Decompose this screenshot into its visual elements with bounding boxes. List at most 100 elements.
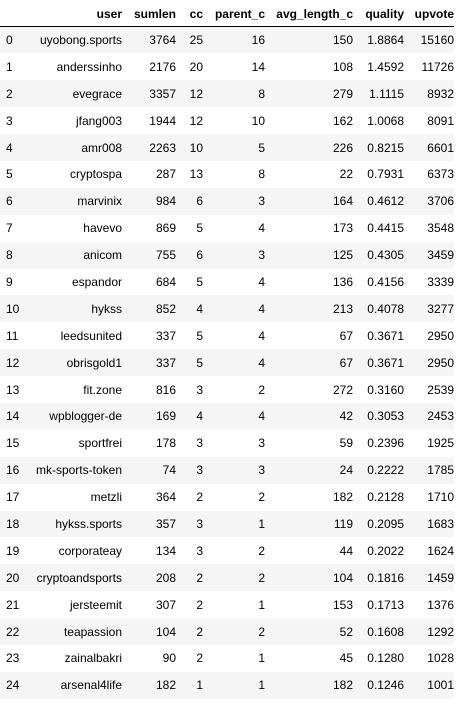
cell-upvote: 2950 xyxy=(427,355,454,370)
cell-upvote: 6373 xyxy=(427,167,454,182)
row-index: 24 xyxy=(6,678,20,693)
cell-quality: 1.1115 xyxy=(369,86,404,101)
row-index: 18 xyxy=(6,516,20,531)
cell-cc: 1 xyxy=(196,678,203,693)
cell-sumlen: 182 xyxy=(155,678,176,693)
cell-sumlen: 74 xyxy=(162,463,176,478)
cell-upvote: 11726 xyxy=(421,59,454,74)
cell-quality: 0.4078 xyxy=(367,301,404,316)
cell-parent-c: 2 xyxy=(258,543,265,558)
cell-user: hykss.sports xyxy=(55,516,122,531)
cell-upvote: 3548 xyxy=(427,221,454,236)
cell-cc: 3 xyxy=(196,543,203,558)
cell-upvote: 6601 xyxy=(427,140,454,155)
cell-upvote: 15160 xyxy=(420,33,454,48)
cell-user: mk-sports-token xyxy=(35,463,122,478)
table-row: 17 metzli 364 2 2 182 0.2128 1710 xyxy=(0,483,454,511)
cell-avg-length-c: 119 xyxy=(333,516,353,531)
table-row: 6 marvinix 984 6 3 164 0.4612 3706 xyxy=(0,187,454,215)
cell-cc: 4 xyxy=(196,409,203,424)
table-row: 12 obrisgold1 337 5 4 67 0.3671 2950 xyxy=(0,349,454,377)
cell-avg-length-c: 59 xyxy=(339,436,353,451)
cell-parent-c: 10 xyxy=(251,113,265,128)
cell-cc: 2 xyxy=(196,570,203,585)
cell-user: sportfrei xyxy=(78,436,122,451)
cell-avg-length-c: 44 xyxy=(339,543,353,558)
table-row: 9 espandor 684 5 4 136 0.4156 3339 xyxy=(0,268,454,296)
cell-sumlen: 337 xyxy=(155,355,176,370)
row-index: 22 xyxy=(6,624,20,639)
table-row: 8 anicom 755 6 3 125 0.4305 3459 xyxy=(0,241,454,269)
header-row: user sumlen cc parent_c avg_length_c qua… xyxy=(0,2,454,27)
cell-upvote: 1710 xyxy=(427,490,454,505)
cell-user: leedsunited xyxy=(60,328,122,343)
cell-parent-c: 2 xyxy=(258,570,265,585)
cell-sumlen: 364 xyxy=(155,490,176,505)
cell-avg-length-c: 24 xyxy=(339,463,353,478)
cell-user: cryptoandsports xyxy=(36,570,122,585)
cell-avg-length-c: 226 xyxy=(332,140,353,155)
table-row: 18 hykss.sports 357 3 1 119 0.2095 1683 xyxy=(0,510,454,538)
index-column-header xyxy=(0,2,30,27)
cell-avg-length-c: 162 xyxy=(332,113,353,128)
cell-avg-length-c: 173 xyxy=(332,221,353,236)
cell-parent-c: 4 xyxy=(258,355,265,370)
cell-user: corporateay xyxy=(58,543,122,558)
cell-sumlen: 684 xyxy=(155,274,176,289)
table-row: 21 jersteemit 307 2 1 153 0.1713 1376 xyxy=(0,591,454,619)
cell-sumlen: 90 xyxy=(162,651,176,666)
cell-avg-length-c: 125 xyxy=(332,248,353,263)
row-index: 4 xyxy=(6,140,13,155)
table-row: 5 cryptospa 287 13 8 22 0.7931 6373 xyxy=(0,160,454,188)
cell-upvote: 2539 xyxy=(427,382,454,397)
row-index: 17 xyxy=(6,490,20,505)
cell-parent-c: 3 xyxy=(258,436,265,451)
cell-quality: 0.7931 xyxy=(367,167,404,182)
cell-cc: 2 xyxy=(196,651,203,666)
cell-user: espandor xyxy=(71,274,122,289)
table-row: 13 fit.zone 816 3 2 272 0.3160 2539 xyxy=(0,376,454,403)
cell-sumlen: 337 xyxy=(155,328,176,343)
cell-user: arsenal4life xyxy=(60,678,122,693)
cell-cc: 20 xyxy=(189,59,203,74)
column-header-parent-c: parent_c xyxy=(203,2,265,27)
table-row: 14 wpblogger-de 169 4 4 42 0.3053 2453 xyxy=(0,402,454,430)
cell-user: zainalbakri xyxy=(64,651,122,666)
cell-avg-length-c: 45 xyxy=(339,651,353,666)
row-index: 5 xyxy=(6,167,13,182)
cell-avg-length-c: 22 xyxy=(339,167,353,182)
cell-sumlen: 208 xyxy=(155,570,176,585)
cell-user: anicom xyxy=(83,248,122,263)
cell-sumlen: 984 xyxy=(155,194,176,209)
column-header-quality: quality xyxy=(353,2,404,27)
cell-upvote: 3459 xyxy=(427,248,454,263)
cell-quality: 1.4592 xyxy=(367,59,404,74)
cell-sumlen: 307 xyxy=(155,597,176,612)
cell-upvote: 1683 xyxy=(427,516,454,531)
cell-quality: 0.4305 xyxy=(367,248,404,263)
cell-user: anderssinho xyxy=(56,59,122,74)
cell-avg-length-c: 182 xyxy=(332,490,353,505)
cell-quality: 0.1246 xyxy=(367,678,404,693)
cell-parent-c: 2 xyxy=(258,490,265,505)
cell-sumlen: 178 xyxy=(155,436,176,451)
cell-avg-length-c: 67 xyxy=(339,355,353,370)
cell-user: marvinix xyxy=(77,194,122,209)
cell-parent-c: 16 xyxy=(251,33,265,48)
cell-avg-length-c: 150 xyxy=(332,33,353,48)
table-row: 7 havevo 869 5 4 173 0.4415 3548 xyxy=(0,214,454,242)
cell-sumlen: 169 xyxy=(155,409,176,424)
table-row: 3 jfang003 1944 12 10 162 1.0068 8091 xyxy=(0,107,454,135)
cell-upvote: 3706 xyxy=(427,194,454,209)
table-body: 0 uyobong.sports 3764 25 16 150 1.8864 15160 1 an… xyxy=(0,26,454,699)
cell-user: jersteemit xyxy=(69,597,122,612)
cell-sumlen: 755 xyxy=(155,248,176,263)
row-index: 3 xyxy=(6,113,13,128)
cell-upvote: 1785 xyxy=(427,463,454,478)
cell-avg-length-c: 136 xyxy=(332,274,353,289)
cell-cc: 12 xyxy=(189,86,203,101)
column-header-user: user xyxy=(30,2,122,27)
row-index: 13 xyxy=(6,382,20,397)
cell-parent-c: 8 xyxy=(258,167,265,182)
cell-parent-c: 3 xyxy=(258,194,265,209)
